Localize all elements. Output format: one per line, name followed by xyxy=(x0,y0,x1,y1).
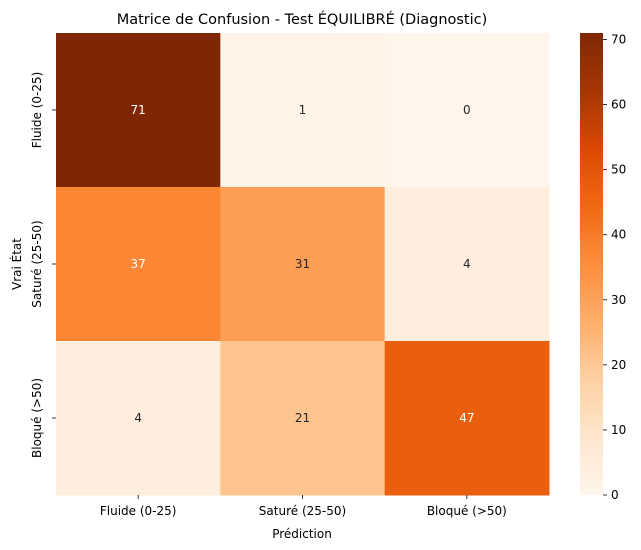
heatmap-cell xyxy=(220,341,386,496)
heatmap-cell xyxy=(220,33,386,188)
cell-value-label: 71 xyxy=(131,103,146,117)
heatmap-cell xyxy=(384,187,550,342)
y-axis: Fluide (0-25) Saturé (25-50) Bloqué (>50) xyxy=(30,72,56,458)
cell-value-label: 4 xyxy=(463,257,471,271)
x-tick-label: Fluide (0-25) xyxy=(100,504,177,518)
colorbar-tick-label: 20 xyxy=(611,358,626,372)
heatmap-cell xyxy=(56,187,221,342)
x-tick-label: Saturé (25-50) xyxy=(259,504,346,518)
y-axis-label: Vrai État xyxy=(9,238,24,290)
colorbar-tick-label: 30 xyxy=(611,293,626,307)
y-tick-label: Bloqué (>50) xyxy=(30,378,44,458)
heatmap-cell xyxy=(384,341,550,496)
colorbar: 0 10 20 30 40 50 60 70 xyxy=(580,33,626,502)
cell-value-label: 21 xyxy=(295,411,310,425)
x-axis-label: Prédiction xyxy=(272,527,332,541)
heatmap-cells: 71 1 0 37 31 4 4 21 47 xyxy=(56,33,550,496)
heatmap-cell xyxy=(56,33,221,188)
heatmap-cell xyxy=(220,187,386,342)
cell-value-label: 47 xyxy=(459,411,474,425)
y-tick-label: Saturé (25-50) xyxy=(30,220,44,307)
colorbar-gradient xyxy=(580,33,603,495)
colorbar-tick-label: 10 xyxy=(611,423,626,437)
x-tick-label: Bloqué (>50) xyxy=(427,504,507,518)
colorbar-tick-label: 70 xyxy=(611,33,626,47)
colorbar-tick-label: 60 xyxy=(611,98,626,112)
x-axis: Fluide (0-25) Saturé (25-50) Bloqué (>50) xyxy=(100,495,507,518)
cell-value-label: 37 xyxy=(131,257,146,271)
heatmap-cell xyxy=(56,341,221,496)
cell-value-label: 1 xyxy=(299,103,307,117)
cell-value-label: 0 xyxy=(463,103,471,117)
chart-title: Matrice de Confusion - Test ÉQUILIBRÉ (D… xyxy=(117,11,488,28)
y-tick-label: Fluide (0-25) xyxy=(30,72,44,149)
colorbar-tick-label: 0 xyxy=(611,488,619,502)
cell-value-label: 4 xyxy=(134,411,142,425)
heatmap-cell xyxy=(384,33,550,188)
colorbar-tick-label: 50 xyxy=(611,163,626,177)
colorbar-tick-label: 40 xyxy=(611,228,626,242)
cell-value-label: 31 xyxy=(295,257,310,271)
